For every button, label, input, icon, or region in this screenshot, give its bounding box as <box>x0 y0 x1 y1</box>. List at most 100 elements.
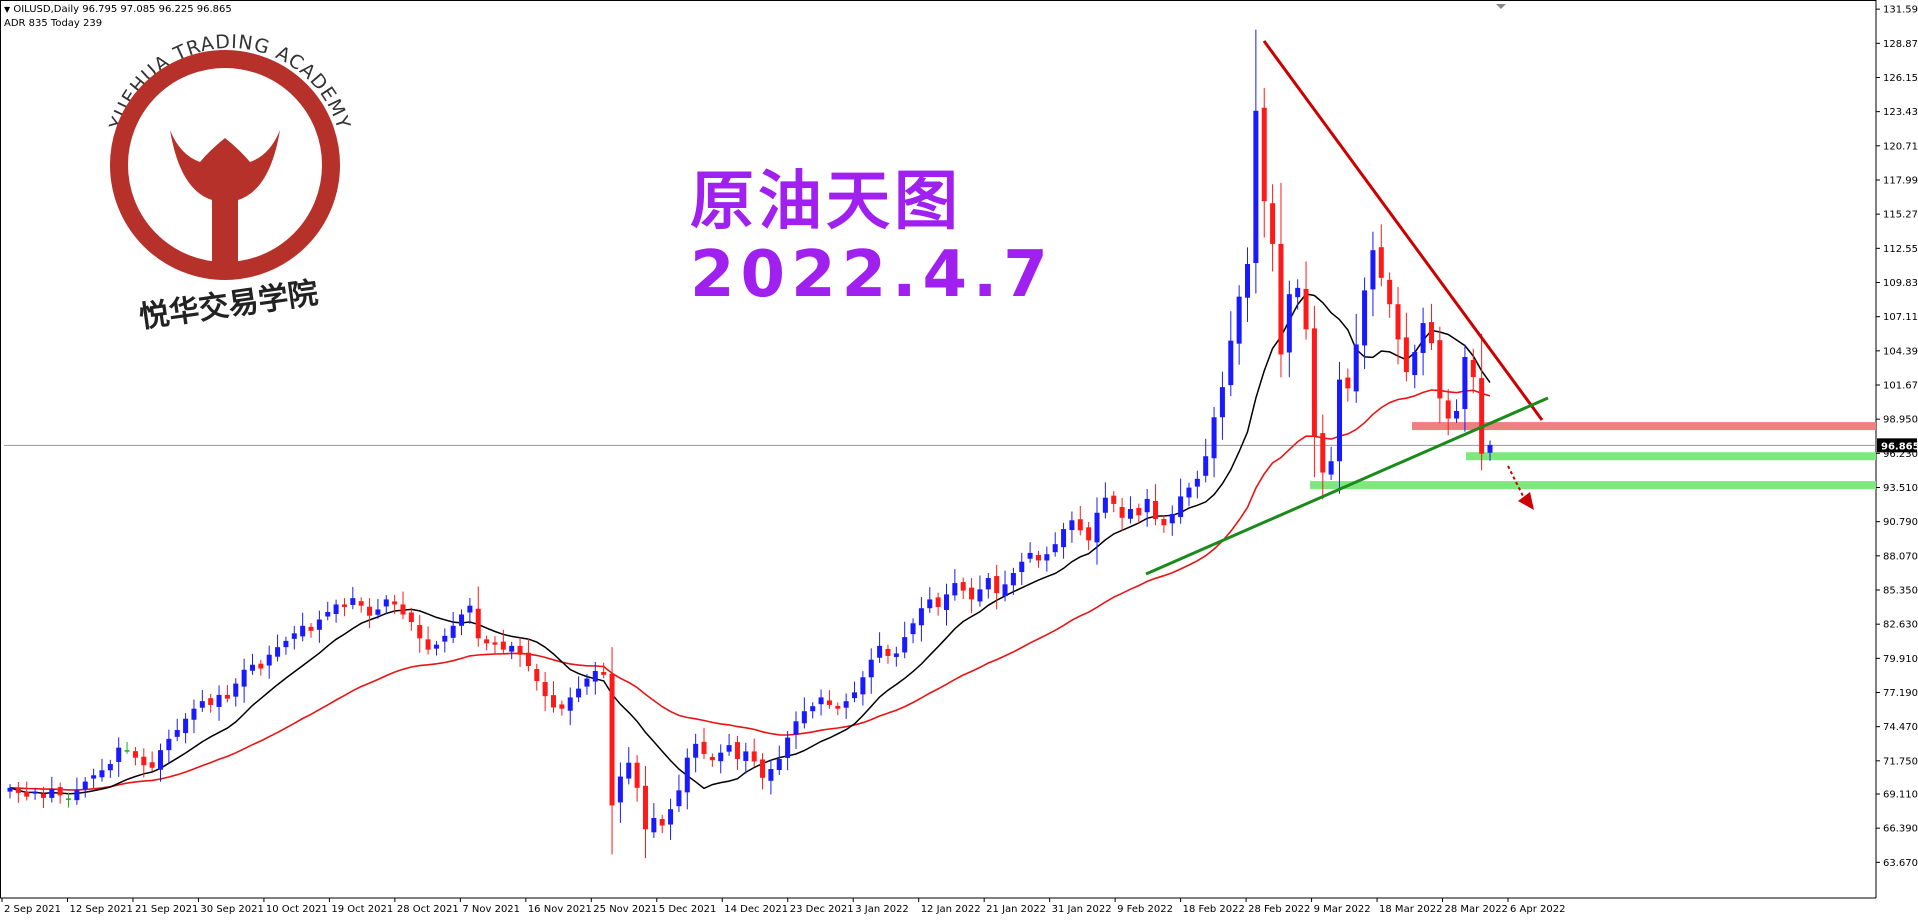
candle-body <box>1153 500 1159 520</box>
resistance-zone <box>1412 422 1876 431</box>
candle-body <box>977 589 983 602</box>
candle <box>726 733 732 756</box>
candle-body <box>1462 356 1468 409</box>
candle-body <box>1428 322 1434 344</box>
candle-body <box>542 682 548 697</box>
candle-body <box>191 708 197 720</box>
candle-body <box>852 692 858 699</box>
candle <box>233 678 239 707</box>
candle-body <box>1353 344 1359 392</box>
candle-body <box>116 747 122 762</box>
candle <box>1102 482 1108 519</box>
candle <box>1019 552 1025 586</box>
candle <box>1320 414 1326 500</box>
candle-body <box>826 700 832 705</box>
candle <box>325 601 331 621</box>
candle <box>1044 546 1050 572</box>
candle-body <box>943 594 950 610</box>
collapse-triangle-icon[interactable]: ▼ <box>4 5 11 14</box>
candle <box>224 685 230 703</box>
candle <box>107 759 113 778</box>
candle-body <box>308 626 314 631</box>
candle-body <box>693 743 699 758</box>
candle-body <box>1479 378 1485 454</box>
x-tick-label: 12 Jan 2022 <box>921 904 981 915</box>
candle-body <box>910 623 916 635</box>
candle-body <box>417 625 423 639</box>
candle <box>1010 567 1016 595</box>
scroll-marker-icon[interactable] <box>1496 4 1506 9</box>
candle-body <box>249 664 255 671</box>
candle-body <box>174 730 180 737</box>
candle <box>1194 470 1200 499</box>
candle <box>15 781 21 803</box>
y-tick-label: 112.550 <box>1883 244 1918 255</box>
candle <box>785 730 791 771</box>
candle <box>1311 305 1317 478</box>
candle <box>1395 287 1401 365</box>
candle-body <box>885 648 891 656</box>
candle <box>49 776 55 803</box>
candle-body <box>442 635 448 642</box>
candle-body <box>500 641 506 650</box>
candle-body <box>224 694 230 699</box>
y-tick-label: 85.350 <box>1883 585 1918 596</box>
candle-body <box>1470 359 1476 378</box>
candle <box>417 615 423 653</box>
candle-body <box>960 582 966 591</box>
candle <box>116 737 122 777</box>
candle <box>1094 497 1100 565</box>
candle-body <box>1286 294 1292 353</box>
candle-body <box>1295 287 1301 298</box>
candle <box>467 597 473 624</box>
candle-body <box>492 642 498 645</box>
candle <box>1261 87 1267 238</box>
candle <box>1470 348 1476 394</box>
candle-body <box>718 752 724 762</box>
candle <box>442 628 448 653</box>
candle <box>392 594 398 614</box>
candle-body <box>768 769 774 781</box>
y-tick-label: 126.150 <box>1883 73 1918 84</box>
candle-body <box>801 711 807 724</box>
candle <box>760 753 766 790</box>
y-tick-label: 93.510 <box>1883 483 1918 494</box>
candle <box>283 636 289 655</box>
candle-body <box>785 737 791 758</box>
candle <box>174 718 180 742</box>
candle <box>1445 388 1451 436</box>
candle-body <box>584 678 590 687</box>
y-tick-label: 128.870 <box>1883 39 1918 50</box>
x-tick-label: 21 Sep 2021 <box>135 904 198 915</box>
candle-body <box>525 652 531 666</box>
candle <box>1362 277 1368 370</box>
y-tick-label: 96.230 <box>1883 449 1918 460</box>
candle-body <box>1270 203 1276 244</box>
candle-body <box>1412 351 1418 376</box>
y-tick-label: 63.670 <box>1883 858 1918 869</box>
candle-body <box>1061 529 1067 548</box>
candle <box>1370 231 1376 317</box>
candle <box>1245 247 1251 322</box>
candle <box>1111 491 1117 513</box>
candle-body <box>32 791 38 794</box>
candle-body <box>617 776 623 803</box>
candle <box>57 782 63 804</box>
support-zone-upper <box>1466 452 1876 461</box>
candle-body <box>1127 508 1133 519</box>
adr-info: ADR 835 Today 239 <box>4 18 103 29</box>
y-tick-label: 71.750 <box>1883 756 1918 767</box>
candle-body <box>408 612 414 623</box>
y-tick-label: 104.390 <box>1883 346 1918 357</box>
candle <box>492 636 498 654</box>
candle-body <box>7 787 13 792</box>
candle-body <box>49 789 55 798</box>
candle-body <box>1328 461 1334 475</box>
logo-ring <box>110 50 340 280</box>
candle-body <box>149 762 155 768</box>
candle-body <box>818 697 824 705</box>
candle <box>1228 311 1234 397</box>
candle-body <box>183 718 189 734</box>
